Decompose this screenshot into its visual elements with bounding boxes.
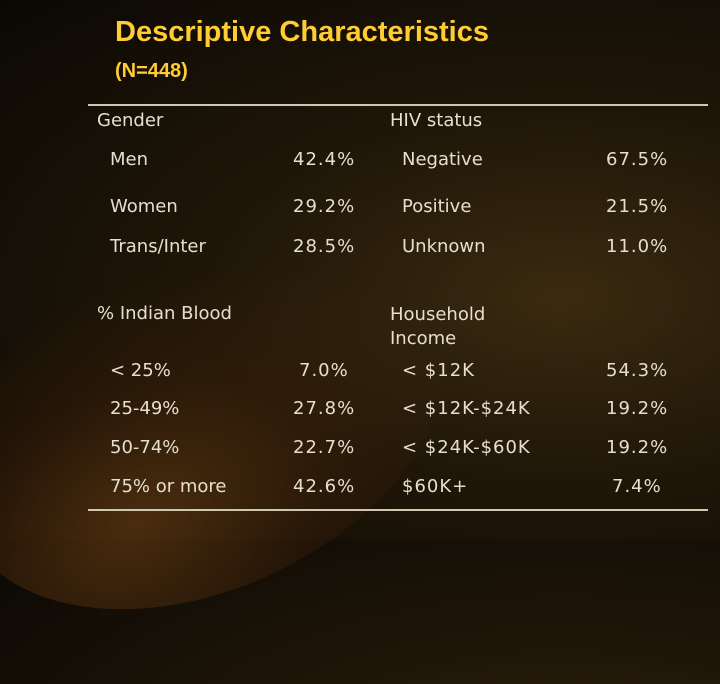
gender-label-trans: Trans/Inter bbox=[110, 236, 206, 257]
gender-label-men: Men bbox=[110, 149, 149, 170]
blood-label-1: < 25% bbox=[110, 360, 171, 381]
blood-value-2: 27.8% bbox=[293, 398, 356, 419]
hiv-label-negative: Negative bbox=[402, 149, 483, 170]
gender-value-trans: 28.5% bbox=[293, 236, 356, 257]
blood-value-1: 7.0% bbox=[299, 360, 349, 381]
hiv-label-positive: Positive bbox=[402, 196, 472, 217]
income-label-4: $60K+ bbox=[402, 476, 469, 497]
blood-label-4: 75% or more bbox=[110, 476, 227, 497]
blood-value-3: 22.7% bbox=[293, 437, 356, 458]
slide-subtitle: (N=448) bbox=[115, 60, 188, 82]
slide-title: Descriptive Characteristics bbox=[115, 16, 489, 48]
bottom-rule bbox=[88, 509, 708, 511]
hiv-header: HIV status bbox=[390, 110, 483, 131]
income-label-1: < $12K bbox=[402, 360, 475, 381]
income-value-1: 54.3% bbox=[606, 360, 669, 381]
hiv-value-positive: 21.5% bbox=[606, 196, 669, 217]
income-header: Household Income bbox=[390, 303, 485, 351]
gender-header: Gender bbox=[97, 110, 164, 131]
income-header-line2: Income bbox=[390, 328, 457, 349]
blood-header: % Indian Blood bbox=[97, 303, 232, 324]
income-value-2: 19.2% bbox=[606, 398, 669, 419]
hiv-value-unknown: 11.0% bbox=[606, 236, 669, 257]
blood-value-4: 42.6% bbox=[293, 476, 356, 497]
blood-label-2: 25-49% bbox=[110, 398, 180, 419]
hiv-label-unknown: Unknown bbox=[402, 236, 486, 257]
income-header-line1: Household bbox=[390, 304, 486, 325]
top-rule bbox=[88, 104, 708, 106]
blood-label-3: 50-74% bbox=[110, 437, 180, 458]
income-value-3: 19.2% bbox=[606, 437, 669, 458]
income-value-4: 7.4% bbox=[612, 476, 662, 497]
gender-value-women: 29.2% bbox=[293, 196, 356, 217]
gender-label-women: Women bbox=[110, 196, 178, 217]
hiv-value-negative: 67.5% bbox=[606, 149, 669, 170]
income-label-2: < $12K-$24K bbox=[402, 398, 531, 419]
gender-value-men: 42.4% bbox=[293, 149, 356, 170]
income-label-3: < $24K-$60K bbox=[402, 437, 531, 458]
